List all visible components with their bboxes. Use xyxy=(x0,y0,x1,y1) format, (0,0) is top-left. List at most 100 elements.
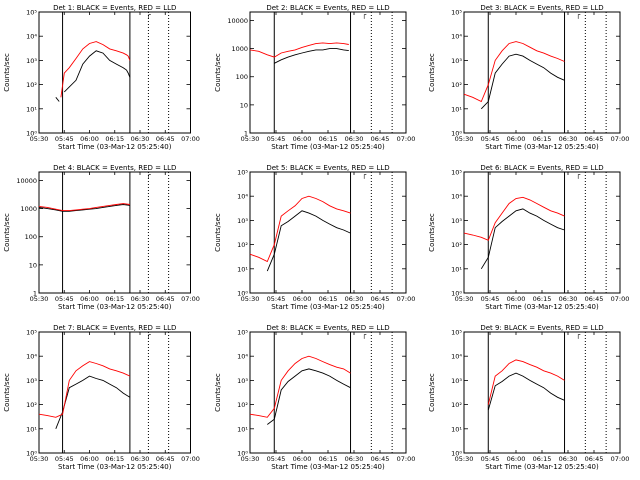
plot-frame xyxy=(249,11,407,134)
y-tick-label: 10¹ xyxy=(451,425,462,433)
series-lld xyxy=(38,203,130,212)
panel-title: Det 5: BLACK = Events, RED = LLD xyxy=(266,164,389,172)
x-tick-label: 05:30 xyxy=(30,295,49,303)
y-tick-label: 10⁵ xyxy=(237,169,248,177)
marker-label: ┌ xyxy=(576,331,581,339)
panel-det-4: Det 4: BLACK = Events, RED = LLD┌ 05:30 05… xyxy=(3,164,200,311)
x-tick-label: 06:30 xyxy=(345,135,364,143)
x-tick-label: 07:00 xyxy=(397,135,416,143)
x-tick-label: 07:00 xyxy=(611,135,630,143)
series-events xyxy=(480,208,565,270)
series-events xyxy=(487,372,565,411)
y-tick-label: 10² xyxy=(451,81,462,89)
x-tick-label: 06:15 xyxy=(105,455,124,463)
y-tick-label: 10³ xyxy=(451,217,462,225)
x-tick-label: 06:00 xyxy=(80,295,99,303)
y-tick-label: 100 xyxy=(236,73,248,81)
panel-title: Det 9: BLACK = Events, RED = LLD xyxy=(480,324,603,332)
y-tick-label: 10⁴ xyxy=(237,193,248,201)
marker-label: ┌ xyxy=(147,331,152,339)
y-tick-label: 10⁰ xyxy=(237,290,248,298)
x-tick-label: 06:30 xyxy=(345,455,364,463)
series-lld xyxy=(463,41,565,103)
y-tick-label: 10000 xyxy=(16,177,37,185)
panel-title: Det 1: BLACK = Events, RED = LLD xyxy=(53,4,176,12)
x-tick-label: 05:30 xyxy=(30,135,49,143)
y-tick-label: 10⁴ xyxy=(451,33,462,41)
panel-det-8: Det 8: BLACK = Events, RED = LLD┌ 05:30 05… xyxy=(214,324,415,471)
x-tick-label: 06:15 xyxy=(319,135,338,143)
x-tick-label: 07:00 xyxy=(611,295,630,303)
x-tick-label: 07:00 xyxy=(611,455,630,463)
x-tick-label: 05:30 xyxy=(455,455,474,463)
x-tick-label: 06:00 xyxy=(293,295,312,303)
y-tick-label: 10⁰ xyxy=(451,290,462,298)
x-tick-label: 05:30 xyxy=(455,295,474,303)
panel-title: Det 6: BLACK = Events, RED = LLD xyxy=(480,164,603,172)
x-tick-label: 06:00 xyxy=(80,135,99,143)
y-tick-label: 10⁵ xyxy=(26,9,37,17)
y-tick-label: 10² xyxy=(26,81,37,89)
marker-label: ┌ xyxy=(362,11,367,19)
panel-title: Det 4: BLACK = Events, RED = LLD xyxy=(53,164,176,172)
panel-det-9: Det 9: BLACK = Events, RED = LLD┌ 05:30 05… xyxy=(428,324,629,471)
x-axis-label: Start Time (03-Mar-12 05:25:40) xyxy=(271,303,385,311)
y-tick-label: 10² xyxy=(451,401,462,409)
y-tick-label: 10⁰ xyxy=(451,130,462,138)
series-events xyxy=(480,53,565,110)
y-tick-label: 10⁴ xyxy=(451,193,462,201)
marker-label: ┌ xyxy=(147,171,152,179)
x-tick-label: 07:00 xyxy=(181,455,200,463)
y-tick-label: 10⁵ xyxy=(237,329,248,337)
y-tick-label: 10² xyxy=(451,241,462,249)
x-tick-label: 06:15 xyxy=(533,295,552,303)
y-tick-label: 10⁵ xyxy=(451,9,462,17)
y-tick-label: 10 xyxy=(29,261,37,269)
plot-frame xyxy=(38,11,191,134)
marker-label: ┌ xyxy=(576,11,581,19)
marker-label: ┌ xyxy=(362,331,367,339)
x-tick-label: 06:15 xyxy=(105,295,124,303)
x-tick-label: 05:30 xyxy=(241,135,260,143)
x-tick-label: 06:30 xyxy=(131,135,150,143)
marker-label: ┌ xyxy=(576,171,581,179)
x-axis-label: Start Time (03-Mar-12 05:25:40) xyxy=(58,143,172,151)
y-tick-label: 10⁰ xyxy=(451,450,462,458)
series-lld xyxy=(249,195,351,263)
panel-title: Det 3: BLACK = Events, RED = LLD xyxy=(480,4,603,12)
x-tick-label: 05:45 xyxy=(55,295,74,303)
y-tick-label: 10⁰ xyxy=(26,130,37,138)
x-tick-label: 06:15 xyxy=(533,135,552,143)
y-tick-label: 10⁴ xyxy=(237,353,248,361)
series-lld xyxy=(249,355,351,418)
y-tick-label: 10 xyxy=(240,101,248,109)
y-tick-label: 1000 xyxy=(231,45,248,53)
x-tick-label: 07:00 xyxy=(181,135,200,143)
panel-det-7: Det 7: BLACK = Events, RED = LLD┌ 05:30 05… xyxy=(3,324,200,471)
x-tick-label: 06:30 xyxy=(559,455,578,463)
y-tick-label: 10³ xyxy=(237,217,248,225)
panel-title: Det 8: BLACK = Events, RED = LLD xyxy=(266,324,389,332)
y-tick-label: 10³ xyxy=(26,377,37,385)
y-tick-label: 10³ xyxy=(237,377,248,385)
y-tick-label: 10¹ xyxy=(451,105,462,113)
series-lld xyxy=(487,359,565,405)
panel-det-3: Det 3: BLACK = Events, RED = LLD┌ 05:30 05… xyxy=(428,4,629,151)
y-tick-label: 10⁴ xyxy=(451,353,462,361)
y-axis-label: Counts/sec xyxy=(428,373,436,412)
series-lld xyxy=(60,41,131,98)
y-tick-label: 10000 xyxy=(227,17,248,25)
y-tick-label: 1000 xyxy=(20,205,37,213)
y-tick-label: 10¹ xyxy=(451,265,462,273)
y-tick-label: 1 xyxy=(33,290,37,298)
x-tick-label: 06:30 xyxy=(559,295,578,303)
x-tick-label: 06:45 xyxy=(371,455,390,463)
series-events xyxy=(38,204,130,212)
y-axis-label: Counts/sec xyxy=(3,373,11,412)
series-events xyxy=(55,50,131,102)
x-tick-label: 06:45 xyxy=(585,295,604,303)
x-tick-label: 06:45 xyxy=(585,135,604,143)
plot-frame xyxy=(249,331,407,454)
y-tick-label: 10¹ xyxy=(237,265,248,273)
